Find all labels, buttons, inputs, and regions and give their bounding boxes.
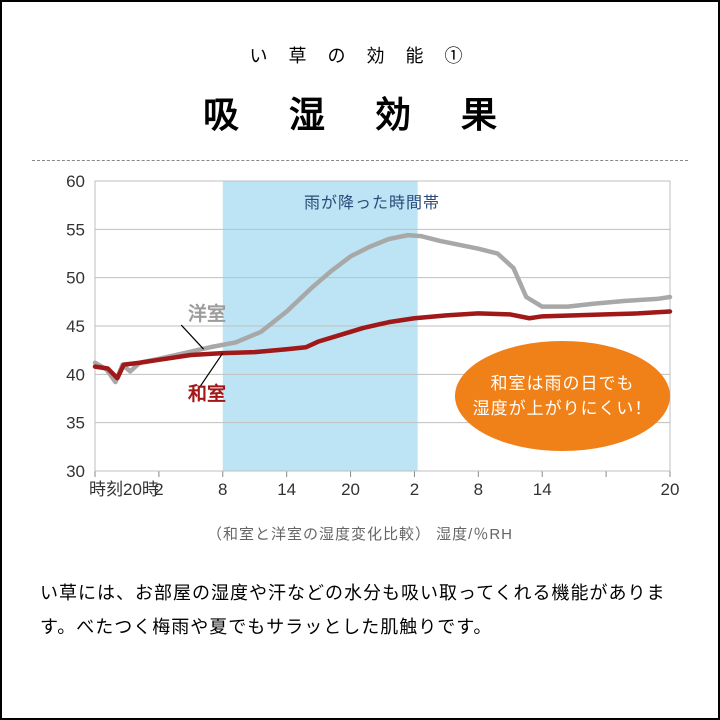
svg-text:20: 20 [661, 480, 680, 499]
svg-text:2: 2 [410, 480, 419, 499]
svg-text:50: 50 [66, 269, 85, 288]
svg-text:60: 60 [66, 172, 85, 191]
series-label-youshitsu: 洋室 [188, 299, 226, 326]
body-text: い草には、お部屋の湿度や汗などの水分も吸い取ってくれる機能があります。べたつく梅… [32, 576, 688, 644]
svg-text:35: 35 [66, 414, 85, 433]
callout-line2: 湿度が上がりにくい！ [473, 396, 653, 422]
callout-line1: 和室は雨の日でも [491, 371, 635, 397]
svg-text:14: 14 [533, 480, 552, 499]
chart-svg: 30354045505560時刻20時281420281420 [40, 171, 680, 511]
svg-text:20: 20 [341, 480, 360, 499]
svg-text:30: 30 [66, 462, 85, 481]
infographic-frame: い 草 の 効 能 ① 吸 湿 効 果 30354045505560時刻20時2… [0, 0, 720, 720]
divider [32, 160, 688, 161]
callout-bubble: 和室は雨の日でも 湿度が上がりにくい！ [455, 341, 670, 451]
subtitle: い 草 の 効 能 ① [32, 42, 688, 68]
humidity-chart: 30354045505560時刻20時281420281420 雨が降った時間帯… [40, 171, 680, 511]
svg-text:8: 8 [218, 480, 227, 499]
svg-text:2: 2 [154, 480, 163, 499]
rain-band-label: 雨が降った時間帯 [304, 189, 440, 213]
svg-text:40: 40 [66, 365, 85, 384]
svg-text:8: 8 [474, 480, 483, 499]
svg-text:55: 55 [66, 220, 85, 239]
main-title: 吸 湿 効 果 [32, 86, 688, 138]
svg-text:45: 45 [66, 317, 85, 336]
svg-text:時刻20時: 時刻20時 [89, 480, 159, 499]
svg-text:14: 14 [277, 480, 296, 499]
series-label-washitsu: 和室 [188, 379, 226, 406]
chart-caption: （和室と洋室の湿度変化比較） 湿度/％RH [32, 523, 688, 544]
